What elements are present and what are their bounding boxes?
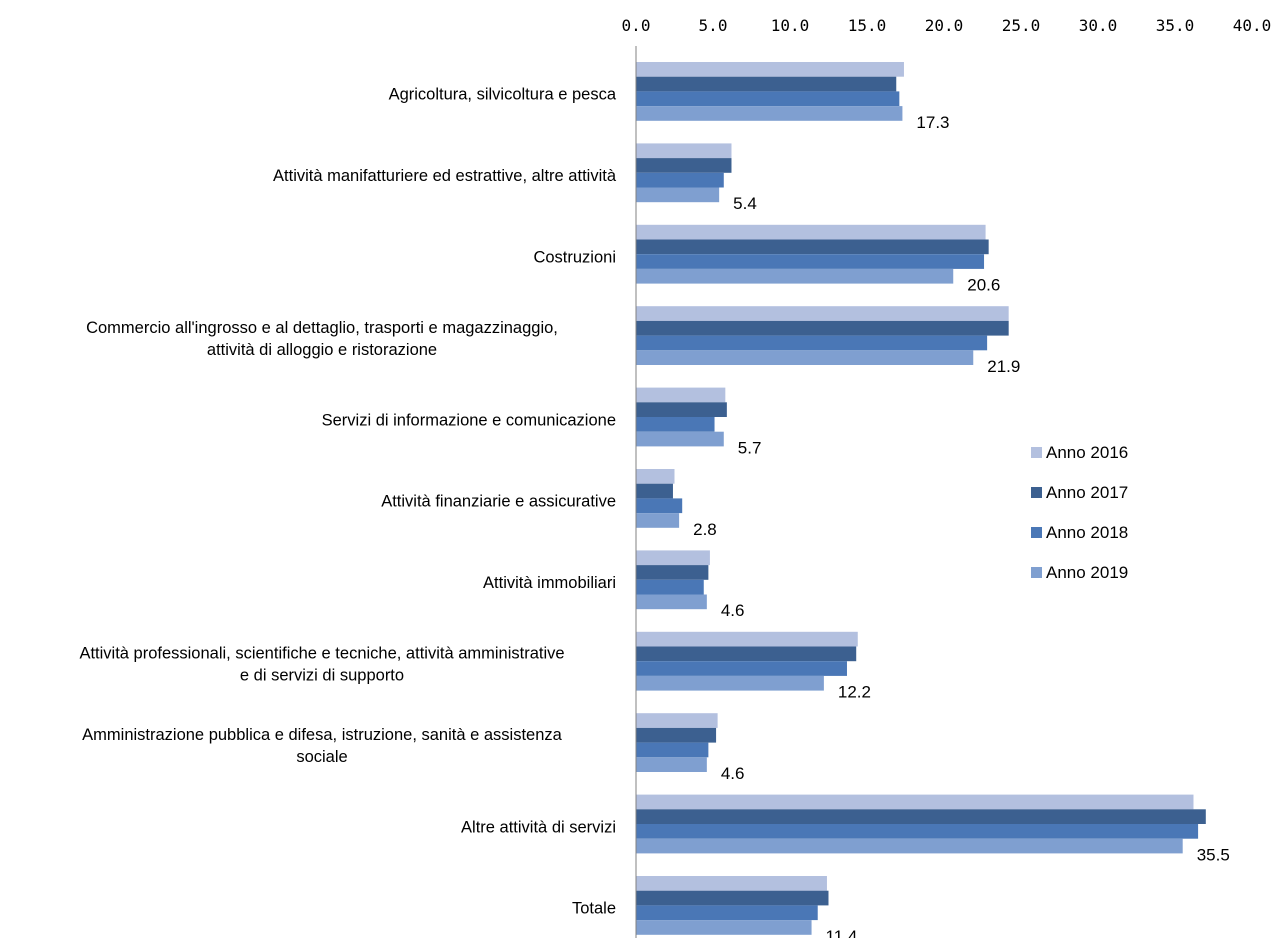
x-tick-label: 35.0 [1156,16,1195,35]
bar [636,431,724,447]
data-label: 35.5 [1197,845,1230,864]
bar [636,158,732,173]
bar [636,268,954,284]
data-label: 2.8 [693,520,717,539]
legend-swatch [1031,527,1042,538]
bar [636,417,715,432]
x-tick-label: 0.0 [622,16,651,35]
data-label: 17.3 [916,113,949,132]
bar [636,646,857,662]
category-label: attività di alloggio e ristorazione [207,341,437,359]
bar [636,579,704,595]
bar [636,350,974,365]
legend: Anno 2016 Anno 2017 Anno 2018 Anno 2019 [1031,443,1128,582]
category-label: Attività professionali, scientifiche e t… [79,645,564,663]
bar [636,224,986,240]
category-label: Servizi di informazione e comunicazione [322,411,616,429]
category-label: Commercio all'ingrosso e al dettaglio, t… [86,319,558,337]
legend-label: Anno 2019 [1046,563,1128,582]
bar [636,824,1199,839]
bar [636,890,829,906]
x-tick-label: 5.0 [699,16,728,35]
x-tick-label: 40.0 [1233,16,1272,35]
bar [636,550,710,566]
bar [636,675,824,691]
bar [636,254,985,269]
category-label: Attività immobiliari [483,574,616,592]
x-tick-label: 15.0 [848,16,887,35]
legend-label: Anno 2017 [1046,483,1128,502]
legend-swatch [1031,447,1042,458]
x-tick-label: 10.0 [771,16,810,35]
data-label: 20.6 [967,276,1000,295]
category-label: Costruzioni [533,249,616,267]
bar [636,713,718,728]
category-label: Totale [572,900,616,918]
data-label: 11.4 [826,927,858,938]
bar [636,905,818,921]
bar [636,809,1206,824]
bar [636,187,720,203]
data-label: 5.7 [738,438,762,457]
category-label: sociale [296,748,347,766]
x-tick-label: 25.0 [1002,16,1041,35]
bar [636,483,673,499]
bar [636,661,847,676]
bar [636,335,988,351]
data-label: 5.4 [733,194,757,213]
legend-label: Anno 2016 [1046,443,1128,462]
bar [636,794,1194,810]
bar [636,742,709,758]
bar [636,727,717,743]
bar [636,402,727,417]
category-label: Amministrazione pubblica e difesa, istru… [82,726,562,744]
bar [636,62,904,77]
bar [636,172,724,188]
bar [636,565,709,580]
bar [636,594,707,610]
bar [636,91,900,107]
bar [636,76,897,92]
category-label: Attività finanziarie e assicurative [381,493,616,511]
legend-swatch [1031,567,1042,578]
data-label: 4.6 [721,764,745,783]
bar [636,498,683,514]
bar [636,513,680,528]
bar [636,106,903,121]
bar [636,239,989,255]
data-label: 21.9 [987,357,1020,376]
bar [636,387,726,403]
bars [636,62,1206,935]
bar [636,320,1009,336]
legend-label: Anno 2018 [1046,523,1128,542]
category-label: Agricoltura, silvicoltura e pesca [389,86,617,104]
category-labels: Agricoltura, silvicoltura e pesca Attivit… [79,86,616,918]
category-label: e di servizi di supporto [240,667,404,685]
category-label: Attività manifatturiere ed estrattive, a… [273,167,617,185]
bar [636,920,812,935]
category-label: Altre attività di servizi [461,818,616,836]
bar [636,876,827,891]
x-tick-label: 30.0 [1079,16,1118,35]
data-labels: 17.3 5.4 20.6 21.9 5.7 2.8 4.6 12.2 4.6 35.5 11.4 [693,113,1230,938]
data-label: 4.6 [721,601,745,620]
bar [636,838,1183,854]
bar [636,469,675,484]
bar [636,306,1009,321]
bar [636,631,858,647]
x-tick-label: 20.0 [925,16,964,35]
x-axis-ticks: 0.0 5.0 10.0 15.0 20.0 25.0 30.0 35.0 40.0 [622,16,1272,35]
legend-swatch [1031,487,1042,498]
bar [636,757,707,772]
bar [636,143,732,159]
data-label: 12.2 [838,683,871,702]
